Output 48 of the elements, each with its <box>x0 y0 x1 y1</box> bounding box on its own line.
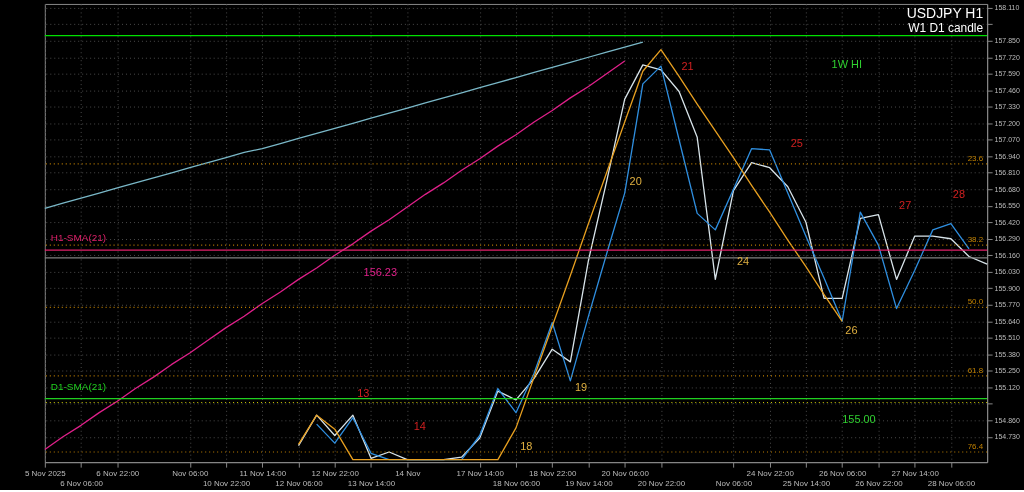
x-tick-label: 18 Nov 22:00 <box>529 468 577 478</box>
annotation: 26 <box>845 324 858 337</box>
x-tick-label: 26 Nov 22:00 <box>855 478 904 488</box>
x-tick-label: 6 Nov 06:00 <box>60 478 104 488</box>
annotation: 14 <box>413 419 426 432</box>
line-series <box>44 60 626 451</box>
annotation: 156.23 <box>363 265 398 278</box>
annotation: 20 <box>629 174 642 187</box>
annotation: 21 <box>681 59 694 72</box>
x-tick-label: 10 Nov 22:00 <box>202 478 251 488</box>
x-tick-label: 6 Nov 22:00 <box>96 468 140 478</box>
line-series <box>44 41 644 209</box>
annotation: 23.6 <box>967 153 984 163</box>
annotation: 24 <box>737 255 750 268</box>
x-tick-label: 28 Nov 06:00 <box>927 478 976 488</box>
annotation: 27 <box>899 198 912 211</box>
text: W1 D1 candle <box>908 20 984 35</box>
annotation: 50.0 <box>967 297 984 307</box>
annotation: 25 <box>790 136 803 149</box>
ref-line-label: H1-SMA(21) <box>50 232 107 244</box>
x-tick-label: 17 Nov 14:00 <box>456 468 505 478</box>
x-tick-label: Nov 06:00 <box>715 478 753 488</box>
annotation: 76.4 <box>967 442 984 452</box>
x-tick-label: 20 Nov 06:00 <box>601 468 650 478</box>
annotation: 19 <box>574 380 588 393</box>
x-tick-label: 25 Nov 14:00 <box>782 478 831 488</box>
x-tick-label: 14 Nov <box>395 468 421 478</box>
x-tick-label: Nov 06:00 <box>172 468 209 478</box>
x-tick-label: 5 Nov 2025 <box>24 468 67 478</box>
x-tick-label: 27 Nov 14:00 <box>891 468 940 478</box>
x-tick-label: 26 Nov 06:00 <box>819 468 867 478</box>
annotation: 61.8 <box>967 365 984 375</box>
annotation: 28 <box>952 188 965 200</box>
x-tick-label: 11 Nov 14:00 <box>239 468 287 478</box>
annotation: 13 <box>357 387 370 400</box>
x-tick-label: 18 Nov 06:00 <box>492 478 541 488</box>
x-tick-label: 12 Nov 06:00 <box>275 478 324 488</box>
x-tick-label: 13 Nov 14:00 <box>347 478 396 488</box>
x-tick-label: 12 Nov 22:00 <box>311 468 360 478</box>
x-tick-label: 19 Nov 14:00 <box>565 478 614 488</box>
x-tick-label: 20 Nov 22:00 <box>637 478 686 488</box>
ref-line-label: D1-SMA(21) <box>50 380 107 392</box>
annotation: 18 <box>520 440 533 453</box>
annotation: 155.00 <box>842 412 876 425</box>
x-tick-label: 24 Nov 22:00 <box>746 468 795 478</box>
annotation: 1W HI <box>831 57 862 70</box>
chart-title: USDJPY H1 <box>906 4 984 21</box>
annotation: 38.2 <box>967 235 984 245</box>
